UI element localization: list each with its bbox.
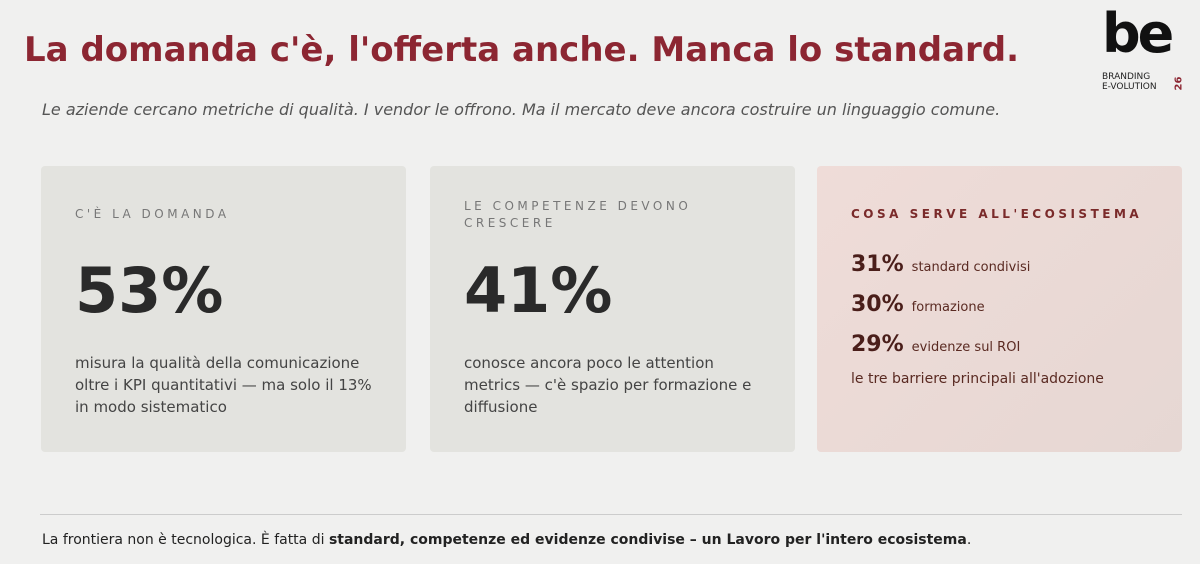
card-text: conosce ancora poco le attention metrics… [464,354,752,416]
need-stat: 30% [851,292,904,317]
footer-text: La frontiera non è tecnologica. È fatta … [42,532,329,548]
logo-text: BRANDING [1102,72,1151,82]
logo-text: E-VOLUTION [1102,82,1157,92]
card-label: LE COMPETENZE DEVONO CRESCERE [464,199,692,230]
card-label: COSA SERVE ALL'ECOSISTEMA [851,207,1143,221]
subtitle: Le aziende cercano metriche di qualità. … [42,100,1001,119]
need-item: 30% formazione [851,292,985,317]
logo-year: 26 [1173,76,1185,91]
card-label: C'È LA DOMANDA [75,207,230,221]
need-text: formazione [911,300,985,315]
need-stat: 31% [851,252,904,277]
card: COSA SERVE ALL'ECOSISTEMA 31% standard co… [817,166,1182,452]
logo: be BRANDING E-VOLUTION 26 [1100,2,1190,96]
card-stat: 41% [464,254,613,327]
need-stat: 29% [851,332,904,357]
card-stat: 53% [75,254,224,327]
footer: La frontiera non è tecnologica. È fatta … [42,532,971,548]
need-item: 31% standard condivisi [851,252,1030,277]
need-text: standard condivisi [911,260,1031,275]
need-note: le tre barriere principali all'adozione [851,371,1104,387]
need-item: 29% evidenze sul ROI [851,332,1020,357]
card: C'È LA DOMANDA 53% misura la qualità del… [41,166,406,452]
title: La domanda c'è, l'offerta anche. Manca l… [24,30,1020,70]
need-text: evidenze sul ROI [911,340,1021,355]
footer-bold: standard, competenze ed evidenze condivi… [328,532,967,548]
footer-text: . [966,532,972,548]
card: LE COMPETENZE DEVONO CRESCERE 41% conosc… [430,166,795,452]
logo-mark: be [1102,2,1174,65]
divider [40,514,1182,515]
card-text: misura la qualità della comunicazione ol… [75,354,372,416]
